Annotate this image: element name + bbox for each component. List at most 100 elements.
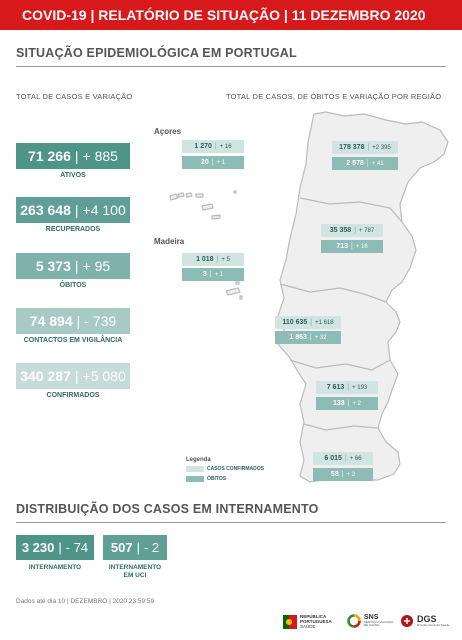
section-title-hospitalization: DISTRIBUIÇÃO DOS CASOS EM INTERNAMENTO xyxy=(16,502,319,516)
logo-rp-line1: REPÚBLICA xyxy=(300,614,327,619)
azores-island xyxy=(233,190,237,194)
region-lisbon-cases: 110 635 | +1 618 xyxy=(275,316,341,329)
deaths-variation: + 1 xyxy=(216,159,226,166)
cases-value: 6 015 xyxy=(324,455,342,462)
cases-variation: + 16 xyxy=(219,143,232,150)
region-alentejo-deaths: 138 | + 2 xyxy=(316,397,378,410)
azores-island xyxy=(195,193,204,198)
report-header: COVID-19 | RELATÓRIO DE SITUAÇÃO | 11 DE… xyxy=(0,0,462,30)
logo-sns-text: SNS xyxy=(364,613,379,621)
card-label-icu: INTERNAMENTO EM UCI xyxy=(103,564,167,580)
legend-swatch-cases xyxy=(186,466,204,472)
card-variation: - 74 xyxy=(65,540,89,555)
card-label-ward: INTERNAMENTO xyxy=(28,564,82,571)
island-name-madeira: Madeira xyxy=(154,237,185,246)
azores-island xyxy=(169,193,179,201)
deaths-value: 138 xyxy=(332,400,345,407)
deaths-variation: + 1 xyxy=(214,271,224,278)
logo-rp-line2: PORTUGUESA xyxy=(300,619,332,624)
legend-deaths: ÓBITOS xyxy=(186,476,226,482)
card-label-confirmed: CONFIRMADOS xyxy=(46,392,100,399)
card-label-active: ATIVOS xyxy=(60,172,86,179)
azores-island xyxy=(211,214,221,220)
deaths-variation: + 2 xyxy=(352,400,362,407)
cases-variation: + 5 xyxy=(221,256,230,263)
deaths-value: 2 578 xyxy=(346,160,364,167)
divider xyxy=(16,522,446,523)
logo-sns-sub: SERVIÇO NACIONAL DE SAÚDE xyxy=(364,619,394,627)
region-borders xyxy=(279,197,403,431)
card-variation: +5 080 xyxy=(82,368,126,384)
cases-variation: + 787 xyxy=(359,227,375,234)
card-icu: 507 | - 2 xyxy=(103,535,167,560)
section-title-epidemiological: SITUAÇÃO EPIDEMIOLÓGICA EM PORTUGAL xyxy=(16,46,297,60)
cases-variation: + 193 xyxy=(352,384,368,391)
region-alentejo-cases: 7 613 | + 193 xyxy=(316,381,378,394)
flag-emblem-icon xyxy=(283,614,297,629)
deaths-value: 713 xyxy=(336,243,348,250)
card-value: 74 894 xyxy=(29,313,73,329)
deaths-variation: + 41 xyxy=(371,160,384,167)
card-value: 263 648 xyxy=(20,202,71,218)
card-variation: +4 100 xyxy=(82,202,126,218)
data-timestamp-note: Dados até dia 10 | DEZEMBRO | 2020 23:59… xyxy=(16,598,155,605)
sns-ring-icon xyxy=(347,614,361,628)
deaths-variation: + 16 xyxy=(355,243,368,250)
cases-value: 110 635 xyxy=(282,319,308,326)
card-value: 3 230 xyxy=(21,540,55,555)
deaths-value: 58 xyxy=(330,471,339,478)
card-variation: + 95 xyxy=(82,258,111,274)
card-label-contacts: CONTACTOS EM VIGILÂNCIA xyxy=(23,337,123,344)
card-label-icu-line1: INTERNAMENTO xyxy=(108,564,162,571)
card-confirmed: 340 287 | +5 080 xyxy=(16,363,130,389)
logo-dgs-sub: Direção-Geral da Saúde xyxy=(417,622,450,627)
region-north-deaths: 2 578 | + 41 xyxy=(332,157,398,170)
cases-variation: +1 618 xyxy=(315,319,334,326)
card-variation: - 739 xyxy=(84,313,117,329)
deaths-value: 20 xyxy=(200,159,209,166)
azores-cases-box: 1 270 | + 16 xyxy=(182,140,244,153)
madeira-island xyxy=(225,287,241,296)
legend-label-deaths: ÓBITOS xyxy=(207,476,227,482)
card-value: 340 287 xyxy=(20,368,71,384)
madeira-deaths-box: 3 | + 1 xyxy=(182,268,244,281)
deaths-value: 3 xyxy=(202,271,207,278)
deaths-variation: + 2 xyxy=(346,471,356,478)
madeira-island xyxy=(235,281,240,285)
madeira-cases-box: 1 018 | + 5 xyxy=(182,253,244,266)
card-contacts: 74 894 | - 739 xyxy=(16,308,130,334)
island-name-azores: Açores xyxy=(154,127,182,136)
legend-title: Legenda xyxy=(186,457,211,463)
azores-island xyxy=(201,203,214,211)
legend-swatch-deaths xyxy=(186,476,204,482)
card-deaths: 5 373 | + 95 xyxy=(16,253,130,279)
subtitle-by-region: TOTAL DE CASOS, DE ÓBITOS E VARIAÇÃO POR… xyxy=(226,92,442,101)
card-recovered: 263 648 | +4 100 xyxy=(16,197,130,223)
azores-island xyxy=(177,192,185,198)
card-variation: + 885 xyxy=(82,148,118,164)
card-active: 71 266 | + 885 xyxy=(16,143,130,169)
region-north-cases: 178 378 | +2 395 xyxy=(332,141,398,154)
madeira-island xyxy=(239,295,243,300)
legend-cases: CASOS CONFIRMADOS xyxy=(186,466,264,472)
card-variation: - 2 xyxy=(143,540,160,555)
card-label-deaths: ÓBITOS xyxy=(59,282,87,289)
card-value: 71 266 xyxy=(28,148,71,164)
cases-value: 1 018 xyxy=(196,256,214,263)
deaths-value: 1 863 xyxy=(289,334,307,341)
region-centre-deaths: 713 | + 16 xyxy=(321,240,383,253)
region-centre-cases: 35 358 | + 787 xyxy=(321,224,383,237)
cases-value: 178 378 xyxy=(339,144,365,151)
region-lisbon-deaths: 1 863 | + 32 xyxy=(275,331,341,344)
card-ward: 3 230 | - 74 xyxy=(16,535,94,560)
card-value: 507 xyxy=(110,540,133,555)
subtitle-total-cases: TOTAL DE CASOS E VARIAÇÃO xyxy=(16,92,133,101)
card-label-icu-line2: EM UCI xyxy=(123,572,147,579)
divider xyxy=(16,66,446,67)
region-algarve-deaths: 58 | + 2 xyxy=(313,468,373,481)
deaths-variation: + 32 xyxy=(314,334,327,341)
region-algarve-cases: 6 015 | + 66 xyxy=(313,452,373,465)
cases-variation: + 66 xyxy=(349,455,362,462)
legend-label-cases: CASOS CONFIRMADOS xyxy=(207,466,264,472)
logo-dgs-text: DGS xyxy=(417,613,437,624)
